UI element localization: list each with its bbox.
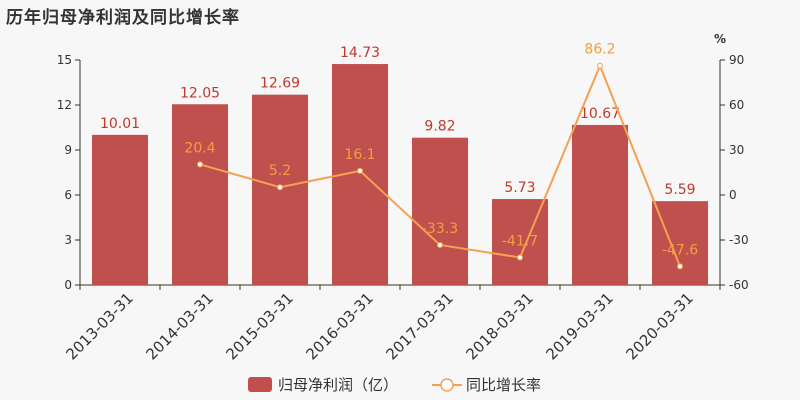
line-point <box>197 161 203 168</box>
line-point <box>437 241 443 248</box>
bar <box>412 137 468 285</box>
bar <box>92 134 148 285</box>
right-tick-label: 90 <box>729 53 744 67</box>
legend-line-label: 同比增长率 <box>466 376 541 394</box>
chart-title: 历年归母净利润及同比增长率 <box>6 8 240 28</box>
bar-value-label: 14.73 <box>340 45 380 61</box>
line-value-label: 5.2 <box>269 163 291 179</box>
left-tick-label: 15 <box>57 53 72 67</box>
left-tick-label: 0 <box>64 278 72 292</box>
x-tick-label: 2019-03-31 <box>542 289 616 363</box>
right-tick-label: -60 <box>729 278 749 292</box>
x-tick-label: 2020-03-31 <box>622 289 696 363</box>
legend-bar-label: 归母净利润（亿） <box>278 376 398 394</box>
line-point <box>677 263 683 270</box>
line-point <box>597 62 603 69</box>
line-value-label: -41.7 <box>502 234 538 250</box>
left-tick-label: 6 <box>64 188 72 202</box>
x-tick-label: 2015-03-31 <box>222 289 296 363</box>
right-axis-unit: % <box>714 32 726 46</box>
bar-value-label: 10.67 <box>580 106 620 122</box>
line-value-label: 16.1 <box>344 147 375 163</box>
line-point <box>277 184 283 191</box>
x-tick-label: 2017-03-31 <box>382 289 456 363</box>
bar <box>172 104 228 285</box>
right-tick-label: 60 <box>729 98 744 112</box>
line-point <box>357 167 363 174</box>
bar-value-label: 12.69 <box>260 76 300 92</box>
right-tick-label: 30 <box>729 143 744 157</box>
legend-line-marker <box>440 378 454 392</box>
bar-value-label: 5.59 <box>664 182 695 198</box>
left-tick-label: 9 <box>64 143 72 157</box>
line-value-label: 20.4 <box>184 140 215 156</box>
legend-bar-swatch <box>248 377 272 392</box>
left-tick-label: 3 <box>64 233 72 247</box>
line-value-label: -47.6 <box>662 242 698 258</box>
right-tick-label: 0 <box>729 188 737 202</box>
bar-value-label: 12.05 <box>180 85 220 101</box>
x-tick-label: 2014-03-31 <box>142 289 216 363</box>
x-tick-label: 2013-03-31 <box>62 289 136 363</box>
bar <box>572 124 628 285</box>
x-tick-label: 2018-03-31 <box>462 289 536 363</box>
bar-value-label: 5.73 <box>504 180 535 196</box>
line-point <box>517 254 523 261</box>
line-value-label: -33.3 <box>422 221 458 237</box>
line-value-label: 86.2 <box>584 42 615 58</box>
bar-value-label: 10.01 <box>100 116 140 132</box>
bar-value-label: 9.82 <box>424 119 455 135</box>
right-tick-label: -30 <box>729 233 749 247</box>
x-tick-label: 2016-03-31 <box>302 289 376 363</box>
left-tick-label: 12 <box>57 98 72 112</box>
bar <box>652 201 708 285</box>
